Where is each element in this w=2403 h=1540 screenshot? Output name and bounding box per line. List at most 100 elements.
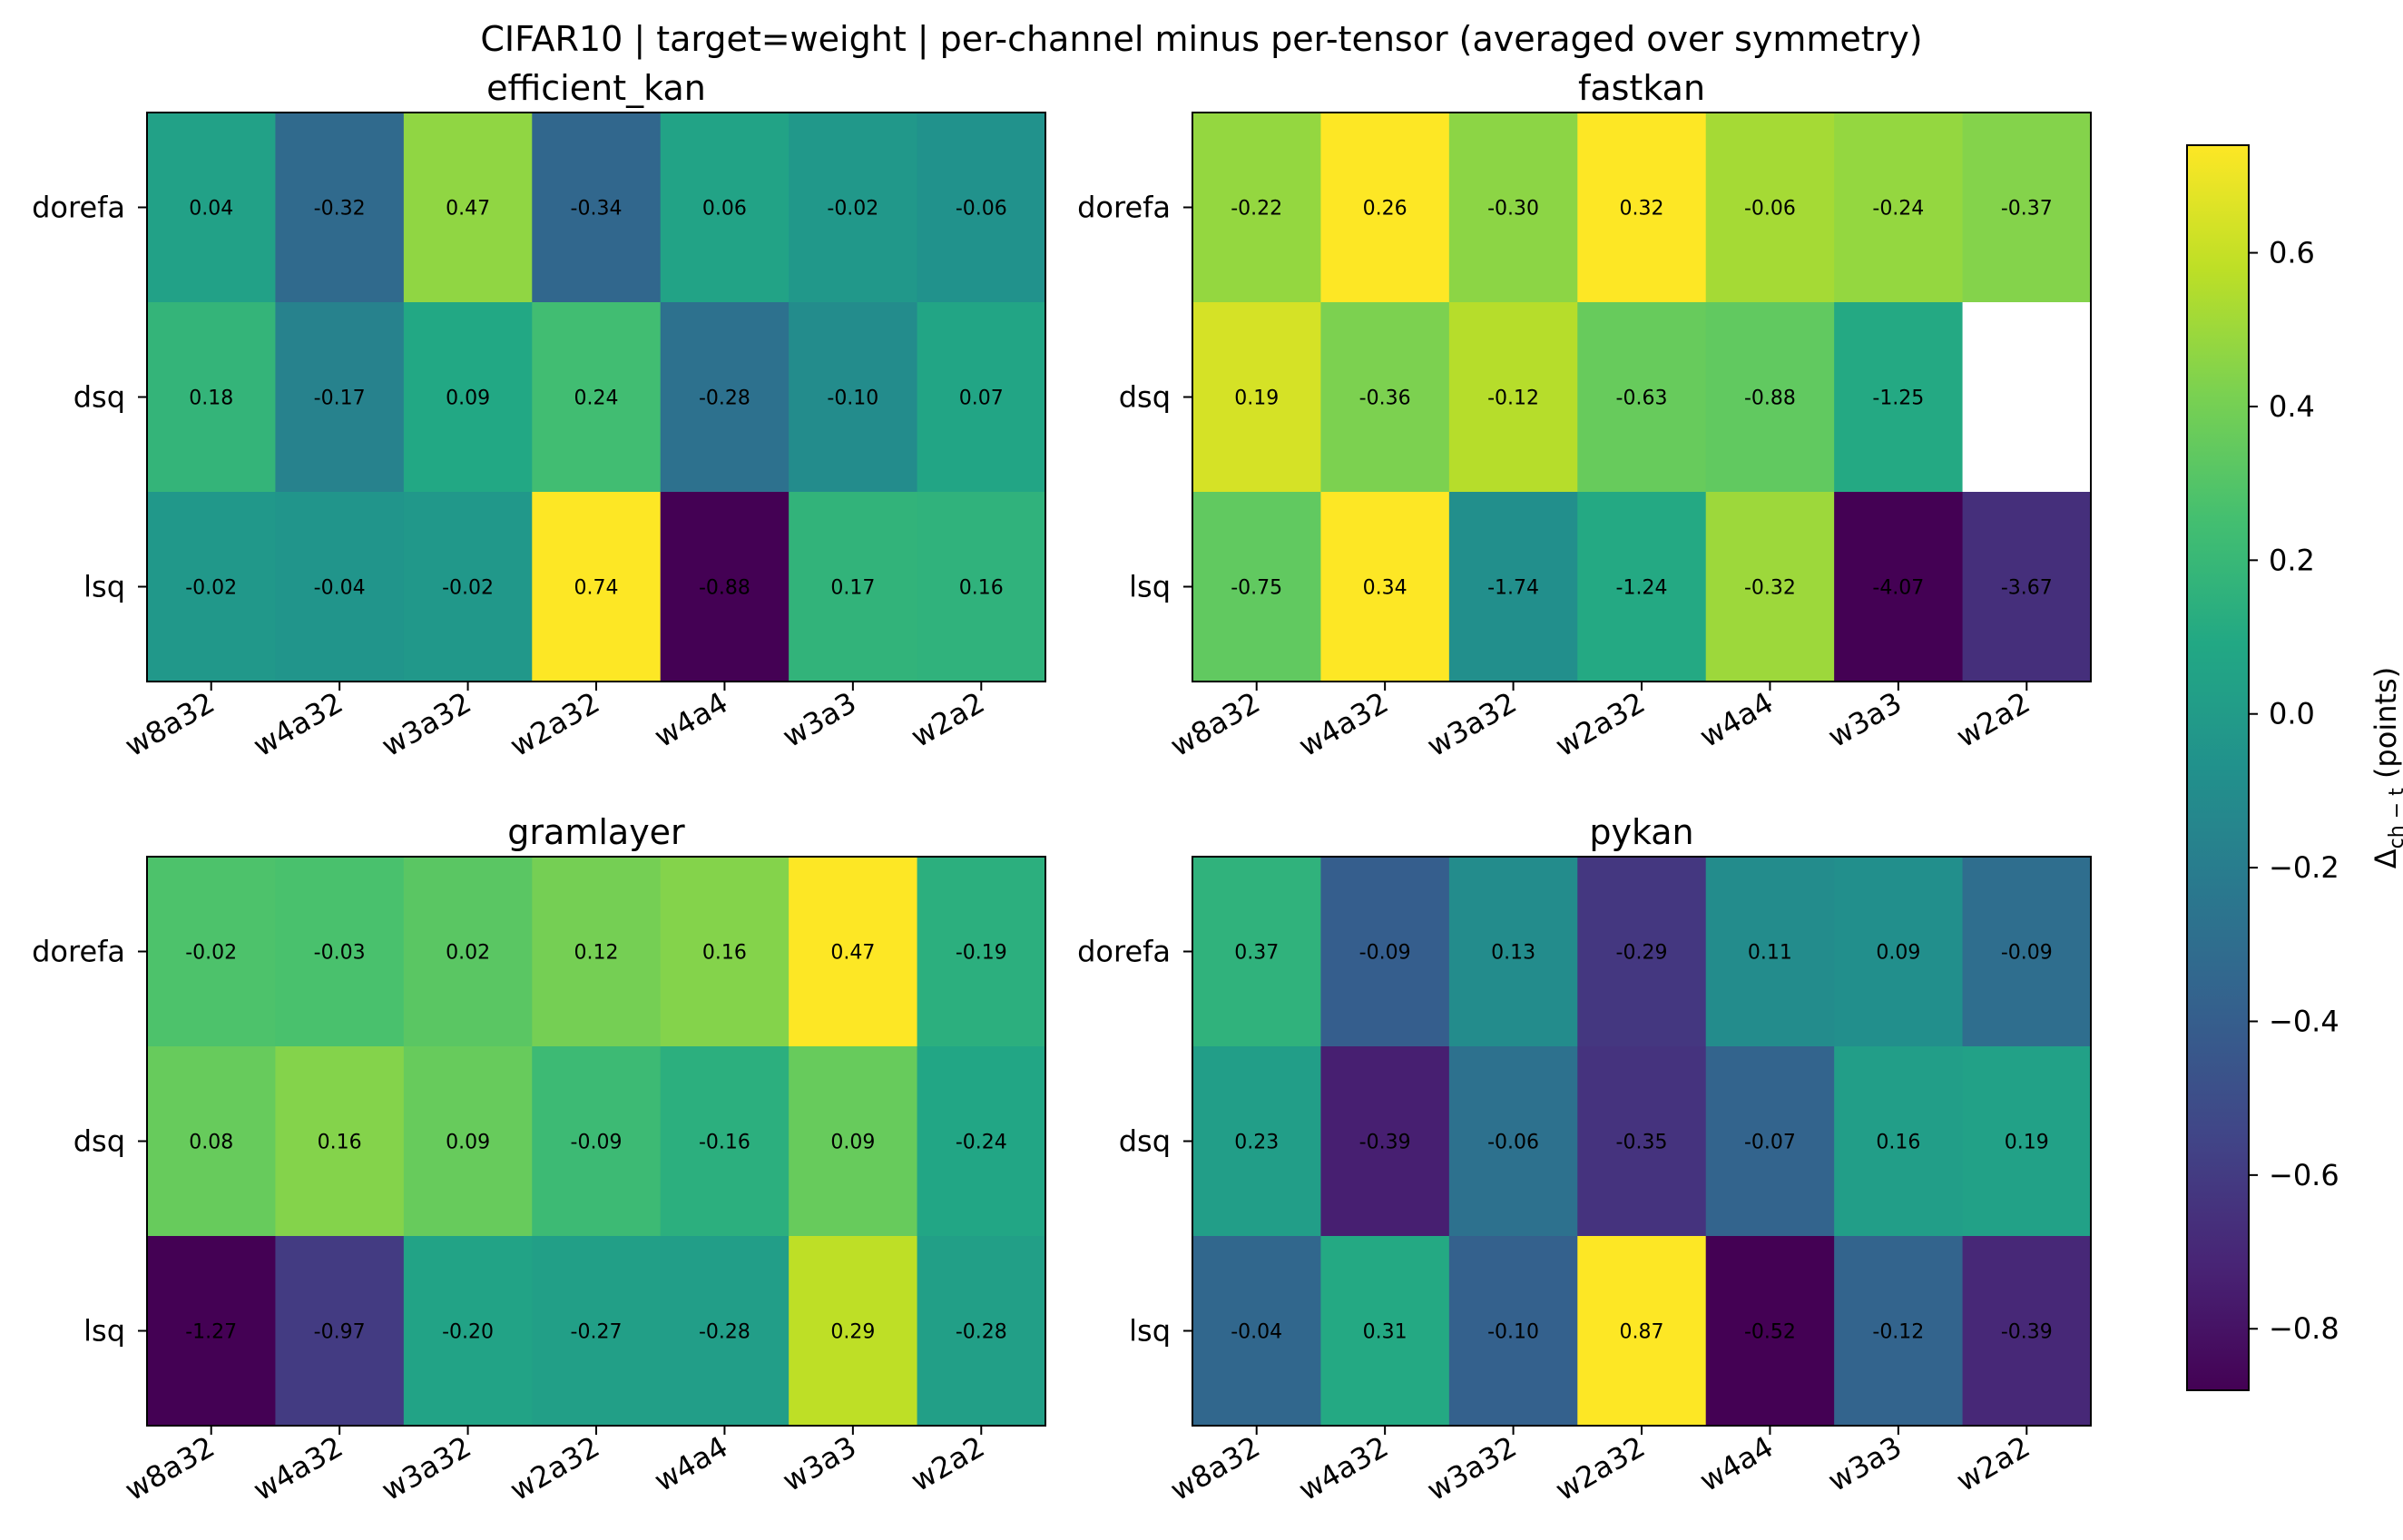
heatmap-cell — [1705, 113, 1835, 303]
cell-value-label: 0.08 — [189, 1132, 233, 1154]
heatmap-cell — [147, 1236, 277, 1427]
panel-title-fastkan: fastkan — [1578, 68, 1705, 108]
heatmap-panel-gramlayer: gramlayer -0.02 -0.03 0.02 0.12 0.16 0.47 -0.19… — [32, 812, 1046, 1507]
cell-value-label: -0.12 — [1487, 387, 1539, 410]
cell-value-label: -0.29 — [1616, 942, 1668, 965]
cell-value-label: -0.16 — [699, 1132, 750, 1154]
cell-value-label: -0.34 — [571, 198, 623, 221]
cell-value-label: -0.36 — [1359, 387, 1411, 410]
cell-value-label: -0.04 — [314, 577, 366, 600]
cell-value-label: -0.30 — [1487, 198, 1539, 221]
panel-title-pykan: pykan — [1589, 812, 1693, 852]
heatmap-cell — [1577, 1236, 1707, 1427]
y-tick-label: dsq — [74, 1124, 125, 1159]
heatmap-panel-pykan: pykan 0.37 -0.09 0.13 -0.29 0.11 0.09 -0.09 0.23… — [1077, 812, 2092, 1507]
heatmap-cell — [1834, 492, 1964, 682]
heatmap-cell — [917, 113, 1046, 303]
heatmap-cell — [1448, 302, 1578, 493]
panels: efficient_kan 0.04 -0.32 0.47 -0.34 0.06 -0.02… — [32, 68, 2092, 1507]
x-tick-label: w4a4 — [1694, 1429, 1780, 1498]
heatmap-cell — [1962, 1236, 2092, 1427]
heatmap-cell — [1448, 492, 1578, 682]
cell-value-label: 0.07 — [959, 387, 1004, 410]
heatmap-cell — [532, 1046, 662, 1237]
heatmap-cell — [403, 857, 533, 1047]
heatmap-cell — [1705, 857, 1835, 1047]
cell-value-label: -0.06 — [1744, 198, 1796, 221]
cell-value-label: -0.03 — [314, 942, 366, 965]
x-tick-label: w8a32 — [119, 685, 221, 763]
cell-value-label: 0.47 — [446, 198, 490, 221]
colorbar-tick-label: 0.4 — [2269, 389, 2315, 424]
heatmap-cell — [660, 1046, 790, 1237]
heatmap-cell — [1705, 1236, 1835, 1427]
heatmap-cell — [275, 302, 405, 493]
heatmap-cell — [660, 1236, 790, 1427]
colorbar-tick-label: −0.2 — [2269, 850, 2339, 885]
x-tick-label: w2a2 — [1950, 685, 2035, 754]
cell-value-label: -0.88 — [699, 577, 750, 600]
figure-title: CIFAR10 | target=weight | per-channel mi… — [480, 19, 1922, 60]
cell-value-label: 0.16 — [1876, 1132, 1920, 1154]
heatmap-cell — [789, 857, 918, 1047]
y-tick-label: dsq — [1119, 1124, 1171, 1159]
heatmap-cell — [1448, 113, 1578, 303]
heatmap-cell — [532, 857, 662, 1047]
heatmap-cell — [789, 1236, 918, 1427]
x-tick-label: w3a3 — [777, 685, 862, 754]
heatmap-cell — [147, 857, 277, 1047]
cell-value-label: 0.29 — [830, 1321, 875, 1344]
x-tick-label: w2a2 — [905, 685, 990, 754]
cell-value-label: -0.97 — [314, 1321, 366, 1344]
cell-value-label: -0.02 — [185, 577, 237, 600]
heatmap-cell — [1577, 857, 1707, 1047]
colorbar-tick-label: −0.4 — [2269, 1004, 2339, 1038]
cell-value-label: -0.10 — [1487, 1321, 1539, 1344]
cell-value-label: -0.19 — [956, 942, 1007, 965]
cell-value-label: -3.67 — [2001, 577, 2053, 600]
cell-value-label: 0.16 — [702, 942, 747, 965]
y-tick-label: lsq — [83, 1314, 125, 1349]
heatmap-cell — [403, 302, 533, 493]
cell-value-label: 0.18 — [189, 387, 233, 410]
heatmap-cell — [660, 492, 790, 682]
y-tick-label: lsq — [1129, 1314, 1171, 1349]
heatmap-cell — [660, 857, 790, 1047]
heatmap-panel-fastkan: fastkan -0.22 0.26 -0.30 0.32 -0.06 -0.24 -0.37… — [1077, 68, 2092, 763]
cell-value-label: 0.31 — [1363, 1321, 1407, 1344]
cell-value-label: -0.63 — [1616, 387, 1668, 410]
heatmap-cell — [1448, 1236, 1578, 1427]
cell-value-label: -0.32 — [314, 198, 366, 221]
cell-value-label: 0.37 — [1234, 942, 1279, 965]
x-tick-label: w2a2 — [1950, 1429, 2035, 1498]
cell-value-label: 0.87 — [1620, 1321, 1664, 1344]
heatmap-cell — [1320, 1236, 1450, 1427]
cell-value-label: -0.32 — [1744, 577, 1796, 600]
y-tick-label: dorefa — [1077, 935, 1171, 969]
y-tick-label: dorefa — [32, 935, 125, 969]
x-tick-label: w2a2 — [905, 1429, 990, 1498]
x-tick-label: w2a32 — [1549, 685, 1651, 763]
heatmap-cell — [1834, 857, 1964, 1047]
x-tick-label: w4a32 — [1293, 1429, 1395, 1507]
x-tick-label: w8a32 — [1164, 685, 1266, 763]
heatmap-cell — [1705, 1046, 1835, 1237]
cell-value-label: 0.11 — [1748, 942, 1792, 965]
colorbar-label: Δch − t (points) — [2369, 667, 2403, 868]
cell-value-label: -0.10 — [827, 387, 878, 410]
heatmap-cell — [917, 492, 1046, 682]
colorbar: −0.8 −0.6 −0.4 −0.2 0.0 0.2 0.4 0.6 Δch − t (poi… — [2186, 144, 2403, 1391]
cell-value-label: 0.19 — [2005, 1132, 2049, 1154]
heatmap-cell — [275, 1046, 405, 1237]
heatmap-cell — [1962, 1046, 2092, 1237]
x-tick-label: w2a32 — [504, 685, 605, 763]
y-tick-label: dsq — [1119, 380, 1171, 415]
heatmap-cell — [1192, 1046, 1322, 1237]
heatmap-cell — [917, 857, 1046, 1047]
y-tick-label: lsq — [1129, 570, 1171, 604]
heatmap-cell — [1962, 857, 2092, 1047]
cell-value-label: 0.13 — [1491, 942, 1535, 965]
heatmap-cell — [789, 302, 918, 493]
cell-value-label: -0.24 — [956, 1132, 1007, 1154]
